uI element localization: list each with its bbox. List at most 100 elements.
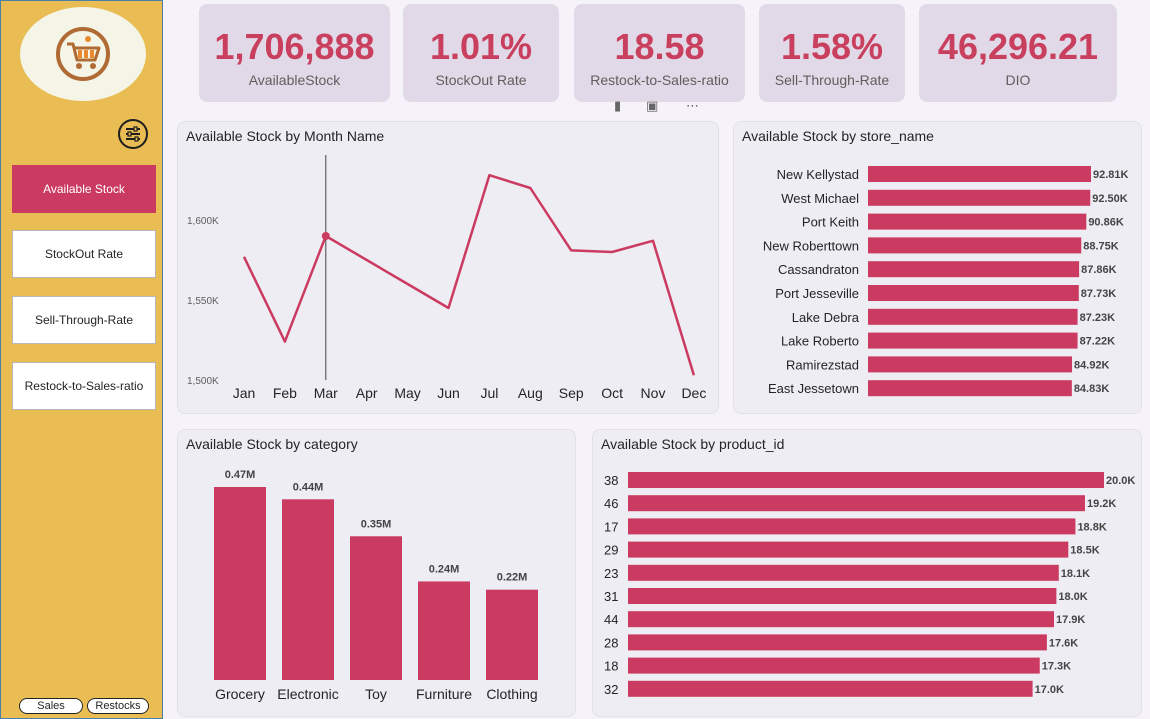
kpi-value: 1.58%	[780, 26, 884, 67]
data-label: 88.75K	[1083, 240, 1119, 252]
x-tick-label: Mar	[314, 385, 338, 401]
x-tick-label: Jun	[437, 385, 460, 401]
kpi-value: 1.01%	[429, 26, 533, 67]
category-label: 44	[604, 612, 618, 627]
kpi-value: 18.58	[614, 26, 705, 67]
data-label: 92.50K	[1092, 193, 1128, 205]
kpi-label: StockOut Rate	[435, 72, 527, 88]
x-tick-label: May	[394, 385, 420, 401]
data-label: 20.0K	[1106, 475, 1135, 487]
x-tick-label: Dec	[681, 385, 706, 401]
kpi-value: 1,706,888	[214, 26, 375, 67]
bar	[628, 541, 1069, 558]
category-label: 28	[604, 635, 618, 650]
category-label: 46	[604, 496, 618, 511]
y-tick-label: 1,600K	[187, 216, 219, 227]
line-chart: 1,500K 1,550K 1,600K Jan Feb Mar Apr May Jun Jul A…	[187, 155, 706, 401]
kpi-label: Sell-Through-Rate	[774, 72, 890, 88]
nav-restock-to-sales-ratio[interactable]: Restock-to-Sales-ratio	[12, 362, 156, 410]
kpi-restock-to-sales-ratio: 18.58 Restock-to-Sales-ratio	[574, 4, 745, 102]
x-tick-label: Feb	[273, 385, 297, 401]
bar	[628, 588, 1057, 604]
chart-title: Available Stock by category	[186, 436, 358, 452]
bar	[628, 495, 1085, 512]
bar	[628, 564, 1059, 581]
bar	[628, 518, 1076, 535]
category-label: 32	[604, 682, 618, 697]
store-bar-chart: New Kellystad 92.81K West Michael 92.50K Por…	[763, 166, 1129, 397]
category-label: 18	[604, 659, 618, 674]
data-label: 84.92K	[1074, 359, 1110, 371]
category-label: Lake Debra	[792, 310, 860, 325]
logo	[20, 7, 146, 101]
kpi-label: DIO	[1005, 72, 1031, 88]
kpi-sell-through-rate: 1.58% Sell-Through-Rate	[759, 4, 905, 102]
category-label: Ramirezstad	[786, 357, 859, 372]
data-label: 18.0K	[1058, 591, 1087, 603]
bar	[868, 380, 1072, 397]
category-label: 31	[604, 589, 618, 604]
category-label: 38	[604, 473, 618, 488]
data-label: 17.6K	[1049, 637, 1078, 649]
data-label: 87.23K	[1080, 312, 1116, 324]
sliders-icon	[126, 126, 140, 142]
product-bar-chart: 38 20.0K 46 19.2K 17 18.8K 29 18.5K 23 18.1K 31 18.…	[604, 472, 1135, 697]
nav-stockout-rate[interactable]: StockOut Rate	[12, 230, 156, 278]
y-tick-label: 1,550K	[187, 296, 219, 307]
line-chart-panel[interactable]: Available Stock by Month Name 1,500K 1,55…	[177, 121, 719, 414]
category-label: Clothing	[486, 686, 537, 702]
category-label: 17	[604, 519, 618, 534]
data-label: 18.8K	[1077, 521, 1106, 533]
data-label: 17.9K	[1056, 614, 1085, 626]
more-options-icon[interactable]: ⋯	[686, 98, 699, 113]
category-label: Cassandraton	[778, 262, 859, 277]
kpi-stockout-rate: 1.01% StockOut Rate	[403, 4, 559, 102]
chart-title: Available Stock by Month Name	[186, 128, 385, 144]
bar	[868, 237, 1082, 254]
bar	[418, 581, 470, 680]
store-bar-chart-panel[interactable]: Available Stock by store_name New Kellys…	[733, 121, 1142, 414]
y-tick-label: 1,500K	[187, 376, 219, 387]
data-label: 0.22M	[497, 572, 528, 584]
bar	[628, 657, 1040, 674]
data-label: 17.3K	[1042, 661, 1071, 673]
category-label: Electronic	[277, 686, 338, 702]
kpi-available-stock: 1,706,888 AvailableStock	[199, 4, 390, 102]
nav-sell-through-rate[interactable]: Sell-Through-Rate	[12, 296, 156, 344]
category-label: 23	[604, 566, 618, 581]
category-label: West Michael	[781, 191, 859, 206]
category-label: Port Keith	[802, 215, 859, 230]
page-sales-button[interactable]: Sales	[19, 698, 83, 714]
category-column-chart-panel[interactable]: Available Stock by category 0.47M Grocery…	[177, 429, 576, 717]
bar	[350, 536, 402, 680]
page-restocks-button[interactable]: Restocks	[87, 698, 149, 714]
bar	[628, 472, 1104, 488]
kpi-label: Restock-to-Sales-ratio	[590, 72, 729, 88]
nav-available-stock[interactable]: Available Stock	[12, 165, 156, 213]
bar	[868, 261, 1080, 278]
shopping-cart-icon	[56, 27, 110, 81]
product-bar-chart-panel[interactable]: Available Stock by product_id 38 20.0K 46 1…	[592, 429, 1142, 717]
category-label: New Kellystad	[777, 167, 859, 182]
bar	[868, 213, 1087, 230]
bar	[628, 680, 1033, 697]
category-label: Toy	[365, 686, 387, 702]
bar	[486, 589, 538, 680]
kpi-label: AvailableStock	[248, 72, 341, 88]
pin-icon[interactable]: ▮	[614, 98, 622, 113]
category-label: Furniture	[416, 686, 472, 702]
bar	[282, 499, 334, 680]
category-label: Lake Roberto	[781, 334, 859, 349]
filter-button[interactable]	[118, 119, 148, 149]
data-label: 87.86K	[1081, 264, 1117, 276]
sidebar: Available Stock StockOut Rate Sell-Throu…	[0, 0, 163, 719]
category-label: East Jessetown	[768, 381, 859, 396]
category-label: New Roberttown	[763, 238, 859, 253]
bar	[214, 487, 266, 680]
bar	[868, 285, 1079, 301]
chart-title: Available Stock by store_name	[742, 128, 934, 144]
data-label: 90.86K	[1088, 217, 1124, 229]
x-tick-label: Jul	[480, 385, 498, 401]
bar	[628, 634, 1047, 651]
focus-mode-icon[interactable]: ▣	[646, 98, 659, 113]
